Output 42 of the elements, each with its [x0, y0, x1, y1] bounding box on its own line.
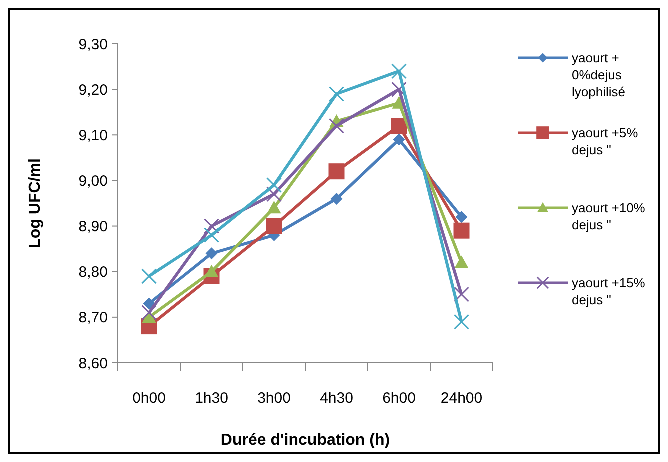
point — [206, 248, 218, 260]
point — [266, 186, 282, 202]
point — [266, 218, 282, 234]
legend-label: yaourt +15% dejus " — [572, 276, 646, 308]
y-tick-label: 9,30 — [78, 36, 108, 54]
legend-label: yaourt + 0%dejus lyophilisé — [572, 50, 626, 100]
y-tick-label: 8,90 — [78, 218, 108, 236]
point — [204, 228, 220, 244]
y-tick-label: 8,60 — [78, 355, 108, 372]
point — [204, 264, 219, 278]
point — [454, 256, 469, 268]
x-tick-label: 24h00 — [440, 390, 483, 407]
point — [392, 82, 407, 98]
point — [330, 192, 343, 205]
point — [329, 86, 344, 102]
point — [143, 298, 156, 310]
legend-label: yaourt +10% dejus " — [572, 200, 646, 232]
x-tick-label: 1h30 — [195, 390, 228, 407]
point — [329, 118, 344, 134]
x-tick-label: 4h30 — [320, 390, 354, 407]
y-tick-label: 8,80 — [78, 264, 108, 282]
y-tick-label: 9,00 — [78, 172, 108, 190]
point — [456, 211, 468, 224]
point — [393, 134, 406, 146]
point — [454, 222, 470, 239]
x-tick-label: 6h00 — [382, 390, 416, 407]
point — [454, 314, 470, 330]
x-tick-label: 0h00 — [132, 390, 166, 407]
point — [391, 118, 408, 134]
y-tick-label: 9,10 — [78, 127, 108, 144]
y-tick-label: 8,70 — [78, 310, 108, 327]
y-tick-label: 9,20 — [78, 82, 108, 99]
legend-label: yaourt +5% dejus " — [572, 126, 639, 158]
point — [454, 286, 470, 302]
point — [142, 268, 157, 284]
point — [392, 64, 407, 80]
x-axis-title: Durée d'incubation (h) — [220, 432, 390, 449]
point — [267, 201, 282, 214]
point — [328, 164, 345, 180]
point — [142, 305, 157, 321]
x-tick-label: 3h00 — [258, 390, 291, 407]
y-axis-title: Log UFC/ml — [27, 158, 44, 248]
